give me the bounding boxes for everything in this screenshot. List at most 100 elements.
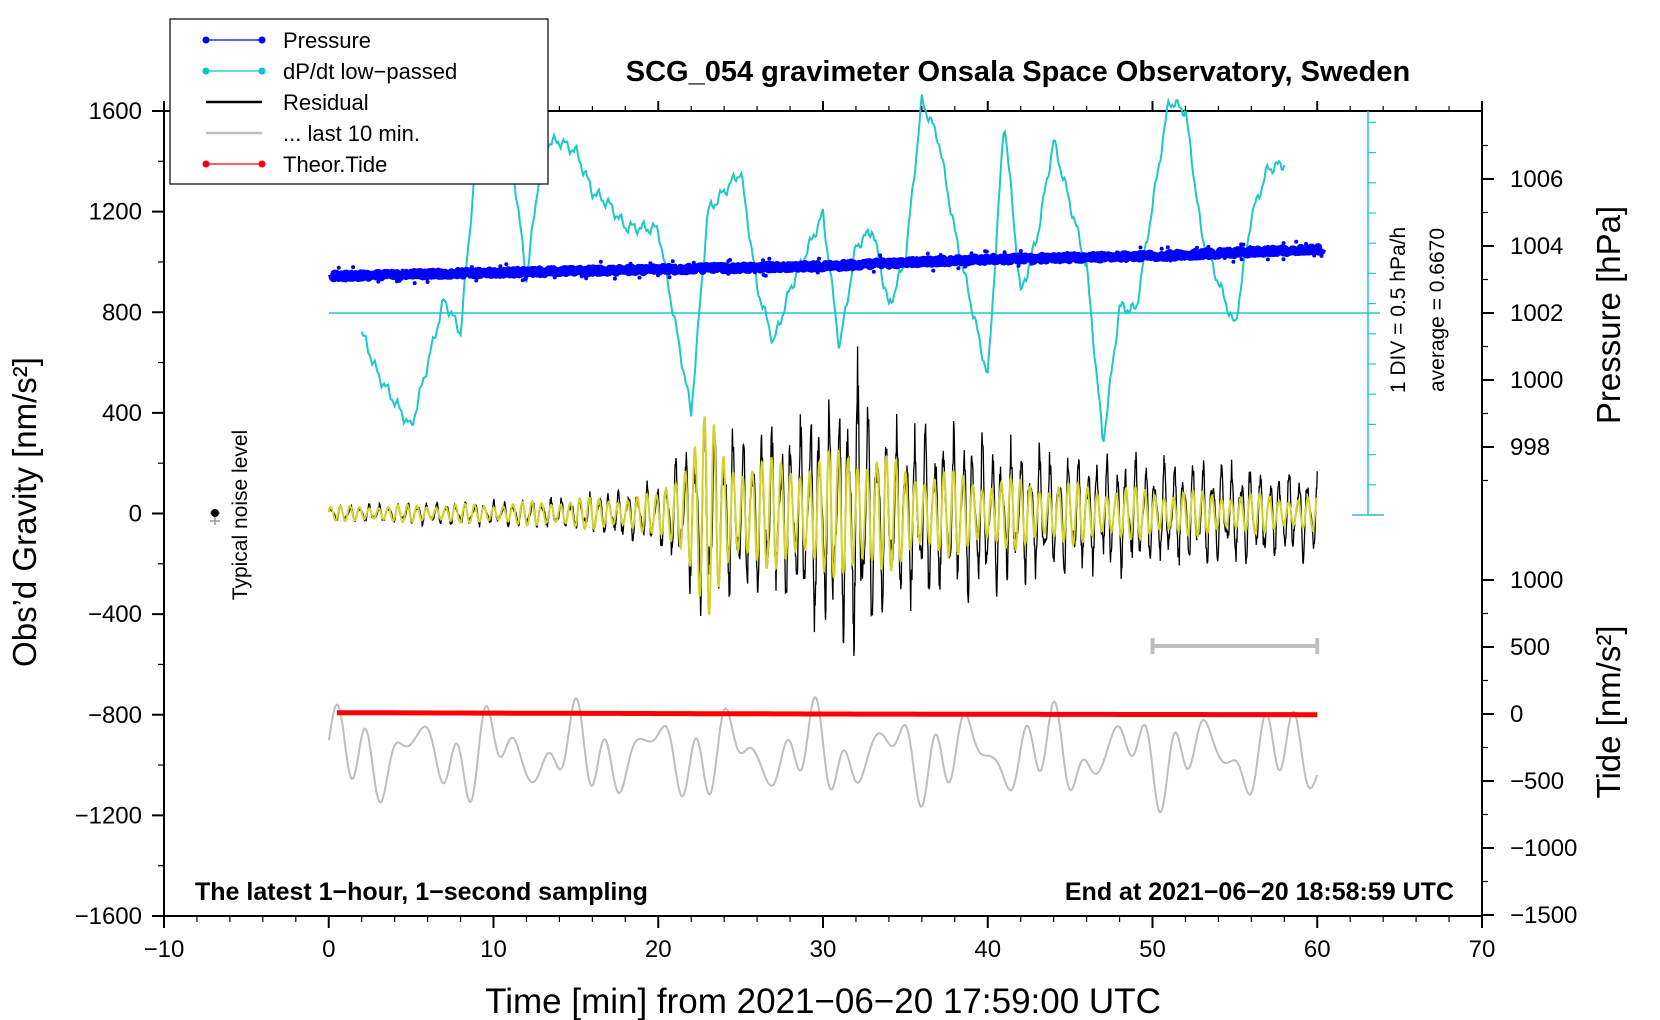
series-residual <box>328 346 1318 657</box>
pressure-point <box>1265 257 1270 262</box>
pressure-point <box>1304 241 1308 246</box>
pressure-point <box>871 269 876 274</box>
pressure-point <box>1058 260 1063 265</box>
dpdt-scale-bar <box>1352 111 1384 516</box>
pressure-point <box>1040 259 1044 263</box>
pressure-point <box>1116 258 1121 262</box>
series-residual-smoothed <box>327 416 1318 616</box>
pressure-tick-label: 1002 <box>1510 300 1563 327</box>
pressure-point <box>981 254 986 259</box>
pressure-point <box>488 272 493 277</box>
pressure-point <box>1301 248 1306 253</box>
pressure-point <box>817 256 821 261</box>
pressure-point <box>412 281 417 286</box>
pressure-tick-label: 998 <box>1510 434 1550 461</box>
pressure-point <box>598 259 603 264</box>
pressure-point <box>983 249 988 254</box>
pressure-point <box>517 272 522 276</box>
pressure-point <box>670 259 675 264</box>
pressure-point <box>865 261 870 266</box>
pressure-point <box>467 274 472 279</box>
pressure-point <box>878 256 883 261</box>
pressure-point <box>853 262 858 267</box>
x-tick-label: 20 <box>645 936 672 963</box>
pressure-point <box>429 275 434 280</box>
x-tick-label: 50 <box>1139 936 1166 963</box>
pressure-point <box>520 278 525 283</box>
pressure-point <box>502 272 507 277</box>
y-axis-tide-label: Tide [nm/s²] <box>1590 626 1627 799</box>
pressure-line <box>328 243 1326 283</box>
pressure-point <box>667 275 672 280</box>
pressure-point <box>969 251 974 256</box>
series-pressure <box>328 239 1326 286</box>
pressure-point <box>1168 258 1173 263</box>
pressure-point <box>967 262 972 266</box>
pressure-point <box>878 253 883 258</box>
pressure-point <box>1159 246 1164 251</box>
pressure-point <box>1138 245 1143 250</box>
x-tick-label: 60 <box>1304 936 1331 963</box>
pressure-point <box>645 266 650 271</box>
pressure-point <box>404 268 409 273</box>
pressure-point <box>1195 245 1199 250</box>
pressure-point <box>474 276 479 281</box>
pressure-point <box>1208 255 1212 260</box>
pressure-point <box>819 268 824 273</box>
chart-title: SCG_054 gravimeter Onsala Space Observat… <box>626 56 1410 88</box>
scale-label-div: 1 DIV = 0.5 hPa/h <box>1387 227 1410 393</box>
pressure-point <box>1174 250 1179 255</box>
pressure-point <box>498 264 503 269</box>
pressure-point <box>761 258 765 263</box>
x-tick-label: 30 <box>810 936 837 963</box>
tide-tick-label: −1000 <box>1510 835 1577 862</box>
tide-tick-label: −1500 <box>1510 902 1577 929</box>
footer-right: End at 2021−06−20 18:58:59 UTC <box>1065 878 1454 906</box>
legend-swatch-dot <box>202 36 210 44</box>
y-tick-label: 0 <box>129 501 142 528</box>
tide-tick-label: −500 <box>1510 768 1564 795</box>
pressure-point <box>907 259 912 264</box>
pressure-point <box>464 266 469 271</box>
pressure-point <box>343 278 348 283</box>
pressure-point <box>400 268 405 273</box>
pressure-point <box>682 264 687 269</box>
pressure-point <box>334 274 338 279</box>
pressure-point <box>992 256 997 261</box>
pressure-point <box>815 270 820 275</box>
pressure-point <box>363 274 368 279</box>
pressure-point <box>978 259 983 264</box>
pressure-point <box>628 261 633 266</box>
legend-swatch-dot <box>202 160 210 168</box>
pressure-tick-label: 1000 <box>1510 367 1563 394</box>
pressure-point <box>382 273 387 278</box>
pressure-point <box>752 270 757 275</box>
series-tide <box>337 710 1318 718</box>
pressure-point <box>608 270 613 275</box>
pressure-point <box>1016 263 1021 268</box>
pressure-point <box>552 275 557 280</box>
pressure-point <box>1248 245 1253 250</box>
y-tick-label: 800 <box>102 299 142 326</box>
pressure-point <box>336 265 341 270</box>
tide-line <box>337 710 1318 718</box>
last-10-min-line <box>327 696 1319 814</box>
pressure-point <box>1231 259 1236 264</box>
last-10-min-bar <box>1150 638 1320 654</box>
pressure-point <box>612 276 617 281</box>
pressure-point <box>1281 241 1286 246</box>
series-grey-last10 <box>327 696 1319 814</box>
legend-label: ... last 10 min. <box>283 121 420 146</box>
pressure-point <box>1065 251 1070 255</box>
scale-label-average: average = 0.6670 <box>1426 228 1449 392</box>
pressure-point <box>1294 239 1299 244</box>
pressure-point <box>777 268 782 273</box>
pressure-point <box>1018 249 1023 253</box>
x-tick-label: 0 <box>322 936 335 963</box>
pressure-point <box>395 279 399 284</box>
pressure-tick-label: 1006 <box>1510 166 1563 193</box>
pressure-point <box>376 279 381 284</box>
y-axis-pressure: 1006 1004 1002 1000 998 <box>1482 144 1563 482</box>
pressure-point <box>767 260 772 265</box>
dpdt-line <box>360 94 1286 443</box>
